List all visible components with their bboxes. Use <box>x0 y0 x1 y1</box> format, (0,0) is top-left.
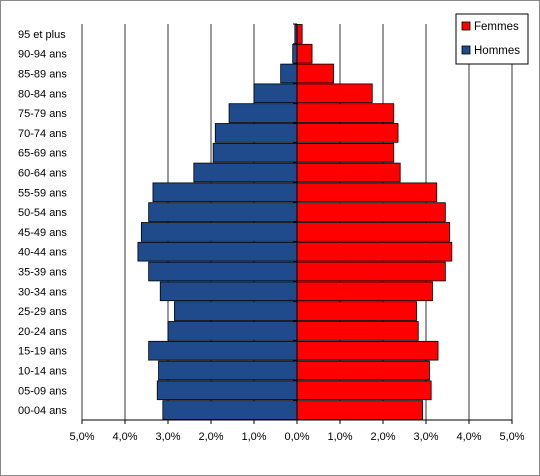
category-label: 25-29 ans <box>18 306 67 318</box>
bar-hommes <box>280 63 298 84</box>
x-tick-label: 4,0% <box>112 431 137 443</box>
bar-femmes <box>296 63 334 84</box>
category-label: 95 et plus <box>18 29 66 41</box>
category-label: 00-04 ans <box>18 405 67 417</box>
category-label: 60-64 ans <box>18 168 67 180</box>
bar-hommes <box>140 222 298 242</box>
bar-hommes <box>253 83 298 104</box>
legend-swatch-femmes <box>461 21 471 31</box>
bar-femmes <box>296 182 438 203</box>
bar-hommes <box>148 202 298 222</box>
bar-femmes <box>296 360 430 381</box>
bar-hommes <box>228 103 298 123</box>
category-label: 80-84 ans <box>18 88 67 100</box>
legend-label-hommes: Hommes <box>474 45 520 57</box>
bar-hommes <box>167 321 298 341</box>
x-tick-label: 2,0% <box>198 431 223 443</box>
legend: Femmes Hommes <box>455 13 529 65</box>
category-label: 20-24 ans <box>18 326 67 338</box>
bar-hommes <box>148 261 298 282</box>
bar-hommes <box>162 400 298 420</box>
category-label: 50-54 ans <box>18 207 67 219</box>
category-labels: 95 et plus 90-94 ans 85-89 ans 80-84 ans 75-… <box>18 29 67 417</box>
bar-hommes <box>159 281 298 302</box>
x-tick-label: 0,0% <box>284 431 309 443</box>
x-tick-label: 1,0% <box>241 431 266 443</box>
category-label: 35-39 ans <box>18 267 67 279</box>
category-label: 85-89 ans <box>18 69 67 81</box>
bar-hommes <box>137 241 298 262</box>
bar-femmes <box>296 281 433 302</box>
bar-femmes <box>296 162 401 183</box>
bar-hommes <box>212 142 298 163</box>
bar-hommes <box>193 162 298 183</box>
bar-femmes <box>296 321 419 341</box>
bar-femmes <box>296 241 453 262</box>
x-tick-label: 4,0% <box>456 431 481 443</box>
category-label: 05-09 ans <box>18 385 67 397</box>
category-label: 90-94 ans <box>18 49 67 61</box>
bar-femmes <box>296 261 446 282</box>
bar-hommes <box>156 380 298 401</box>
x-tick-label: 3,0% <box>413 431 438 443</box>
bar-femmes <box>296 83 373 104</box>
category-label: 75-79 ans <box>18 108 67 120</box>
bar-femmes <box>296 142 395 163</box>
bar-femmes <box>296 103 395 123</box>
x-tick-label: 5,0% <box>499 431 524 443</box>
axes <box>81 23 513 424</box>
x-tick-label: 2,0% <box>370 431 395 443</box>
bar-femmes <box>296 380 432 401</box>
bar-femmes <box>296 202 446 222</box>
category-label: 40-44 ans <box>18 247 67 259</box>
bar-femmes <box>296 24 303 44</box>
bar-femmes <box>296 43 313 64</box>
bar-hommes <box>292 43 298 64</box>
legend-label-femmes: Femmes <box>474 21 519 33</box>
x-tick-label: 5,0% <box>69 431 94 443</box>
x-tick-label: 1,0% <box>327 431 352 443</box>
bar-hommes <box>158 360 298 381</box>
category-label: 15-19 ans <box>18 346 67 358</box>
category-label: 70-74 ans <box>18 128 67 140</box>
bar-hommes <box>174 301 298 321</box>
category-label: 45-49 ans <box>18 227 67 239</box>
bar-hommes <box>152 182 298 203</box>
x-tick-labels: 5,0% 4,0% 3,0% 2,0% 1,0% 0,0% 1,0% 2,0% 3,0% 4,0%… <box>69 431 524 443</box>
bars <box>137 24 453 420</box>
category-label: 30-34 ans <box>18 286 67 298</box>
x-tick-label: 3,0% <box>155 431 180 443</box>
bar-hommes <box>214 123 298 143</box>
bar-femmes <box>296 123 399 143</box>
bar-femmes <box>296 340 439 361</box>
bar-hommes <box>148 340 298 361</box>
category-label: 10-14 ans <box>18 366 67 378</box>
bar-femmes <box>296 222 451 242</box>
legend-swatch-hommes <box>461 45 471 55</box>
category-label: 55-59 ans <box>18 187 67 199</box>
category-label: 65-69 ans <box>18 148 67 160</box>
bar-femmes <box>296 301 417 321</box>
bar-femmes <box>296 400 423 420</box>
